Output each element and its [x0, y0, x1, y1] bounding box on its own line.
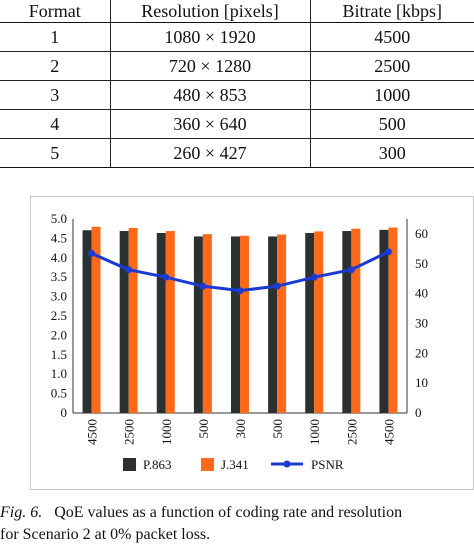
psnr-point [88, 249, 96, 257]
bar-p863 [379, 229, 389, 413]
bar-p863 [231, 236, 240, 413]
bar-p863 [119, 231, 129, 413]
x-tick-label: 4500 [85, 419, 100, 445]
legend-swatch-p863 [123, 458, 136, 471]
x-tick-label: 4500 [381, 419, 396, 445]
caption-text-1: QoE values as a function of coding rate … [54, 504, 403, 521]
bar-p863 [342, 231, 352, 413]
left-tick-label: 2.0 [51, 327, 67, 342]
resolution-cell: 260 × 427 [109, 138, 310, 168]
x-tick-label: 500 [196, 419, 211, 439]
caption-line-1: Fig. 6. QoE values as a function of codi… [0, 502, 474, 524]
psnr-point [199, 282, 207, 290]
format-table: Format Resolution [pixels] Bitrate [kbps… [0, 0, 474, 168]
bar-j341 [165, 231, 175, 413]
bitrate-cell: 300 [309, 138, 474, 168]
left-tick-label: 3.0 [51, 289, 67, 304]
left-tick-label: 1.5 [51, 347, 67, 362]
left-tick-label: 5.0 [51, 211, 67, 226]
psnr-point [310, 273, 318, 281]
table-row: 3 480 × 853 1000 [0, 80, 474, 110]
right-tick-label: 50 [415, 256, 428, 271]
format-cell: 5 [0, 138, 110, 168]
x-tick-label: 1000 [307, 419, 322, 445]
x-tick-label: 500 [270, 419, 285, 439]
bitrate-cell: 2500 [309, 51, 474, 81]
right-tick-label: 0 [415, 405, 422, 420]
left-tick-label: 1.0 [51, 366, 67, 381]
bar-j341 [202, 234, 212, 413]
table-row: 2 720 × 1280 2500 [0, 51, 474, 81]
bar-j341 [277, 234, 287, 413]
psnr-point [273, 282, 281, 290]
caption-text-2: for Scenario 2 at 0% packet loss. [0, 526, 211, 543]
x-tick-label: 1000 [159, 419, 174, 445]
x-tick-label: 2500 [122, 419, 137, 445]
bar-j341 [314, 231, 324, 413]
resolution-cell: 720 × 1280 [109, 51, 310, 81]
bar-j341 [351, 228, 361, 413]
header-format: Format [0, 0, 110, 23]
bitrate-cell: 1000 [309, 80, 474, 110]
legend-label-j341: J.341 [221, 457, 249, 472]
bar-p863 [156, 232, 166, 413]
table-header-row: Format Resolution [pixels] Bitrate [kbps… [0, 0, 474, 23]
left-tick-label: 2.5 [51, 308, 67, 323]
chart-canvas: 0 0.5 1.0 1.5 2.0 2.5 3.0 3.5 4.0 4.5 5.0 0 10 20 30 40… [51, 211, 428, 472]
left-tick-label: 4.0 [51, 250, 67, 265]
left-tick-label: 0.5 [51, 386, 67, 401]
bitrate-cell: 500 [309, 109, 474, 139]
right-tick-label: 30 [415, 315, 428, 330]
psnr-point [347, 266, 355, 274]
psnr-point [125, 266, 133, 274]
right-tick-label: 20 [415, 345, 428, 360]
resolution-cell: 1080 × 1920 [109, 22, 310, 52]
table-row: 1 1080 × 1920 4500 [0, 22, 474, 52]
right-tick-label: 60 [415, 226, 428, 241]
x-tick-label: 2500 [344, 419, 359, 445]
right-tick-label: 10 [415, 375, 428, 390]
resolution-cell: 480 × 853 [109, 80, 310, 110]
legend-label-p863: P.863 [143, 457, 172, 472]
format-cell: 3 [0, 80, 110, 110]
format-cell: 4 [0, 109, 110, 139]
legend-swatch-j341 [201, 458, 214, 471]
table-row: 5 260 × 427 300 [0, 138, 474, 168]
qoe-chart: 0 0.5 1.0 1.5 2.0 2.5 3.0 3.5 4.0 4.5 5.0 0 10 20 30 40… [30, 196, 474, 490]
table-row: 4 360 × 640 500 [0, 109, 474, 139]
bar-j341 [240, 235, 249, 413]
bar-p863 [268, 236, 278, 413]
header-bitrate: Bitrate [kbps] [309, 0, 474, 23]
bar-p863 [193, 236, 203, 413]
figure-caption: Fig. 6. QoE values as a function of codi… [0, 502, 474, 546]
left-tick-label: 0 [61, 405, 68, 420]
caption-label: Fig. 6. [0, 504, 43, 521]
left-tick-label: 4.5 [51, 230, 67, 245]
psnr-point [236, 287, 244, 295]
psnr-point [162, 273, 170, 281]
right-tick-label: 40 [415, 286, 428, 301]
bitrate-cell: 4500 [309, 22, 474, 52]
x-tick-label: 300 [233, 419, 248, 439]
bar-p863 [305, 232, 315, 413]
legend-marker-psnr [283, 460, 291, 468]
format-cell: 1 [0, 22, 110, 52]
left-tick-label: 3.5 [51, 269, 67, 284]
bar-j341 [388, 227, 398, 413]
format-cell: 2 [0, 51, 110, 81]
resolution-cell: 360 × 640 [109, 109, 310, 139]
psnr-point [384, 248, 392, 256]
bar-p863 [82, 230, 92, 413]
bar-j341 [128, 227, 138, 413]
header-resolution: Resolution [pixels] [109, 0, 310, 23]
bar-j341 [91, 226, 101, 413]
legend-label-psnr: PSNR [311, 457, 344, 472]
